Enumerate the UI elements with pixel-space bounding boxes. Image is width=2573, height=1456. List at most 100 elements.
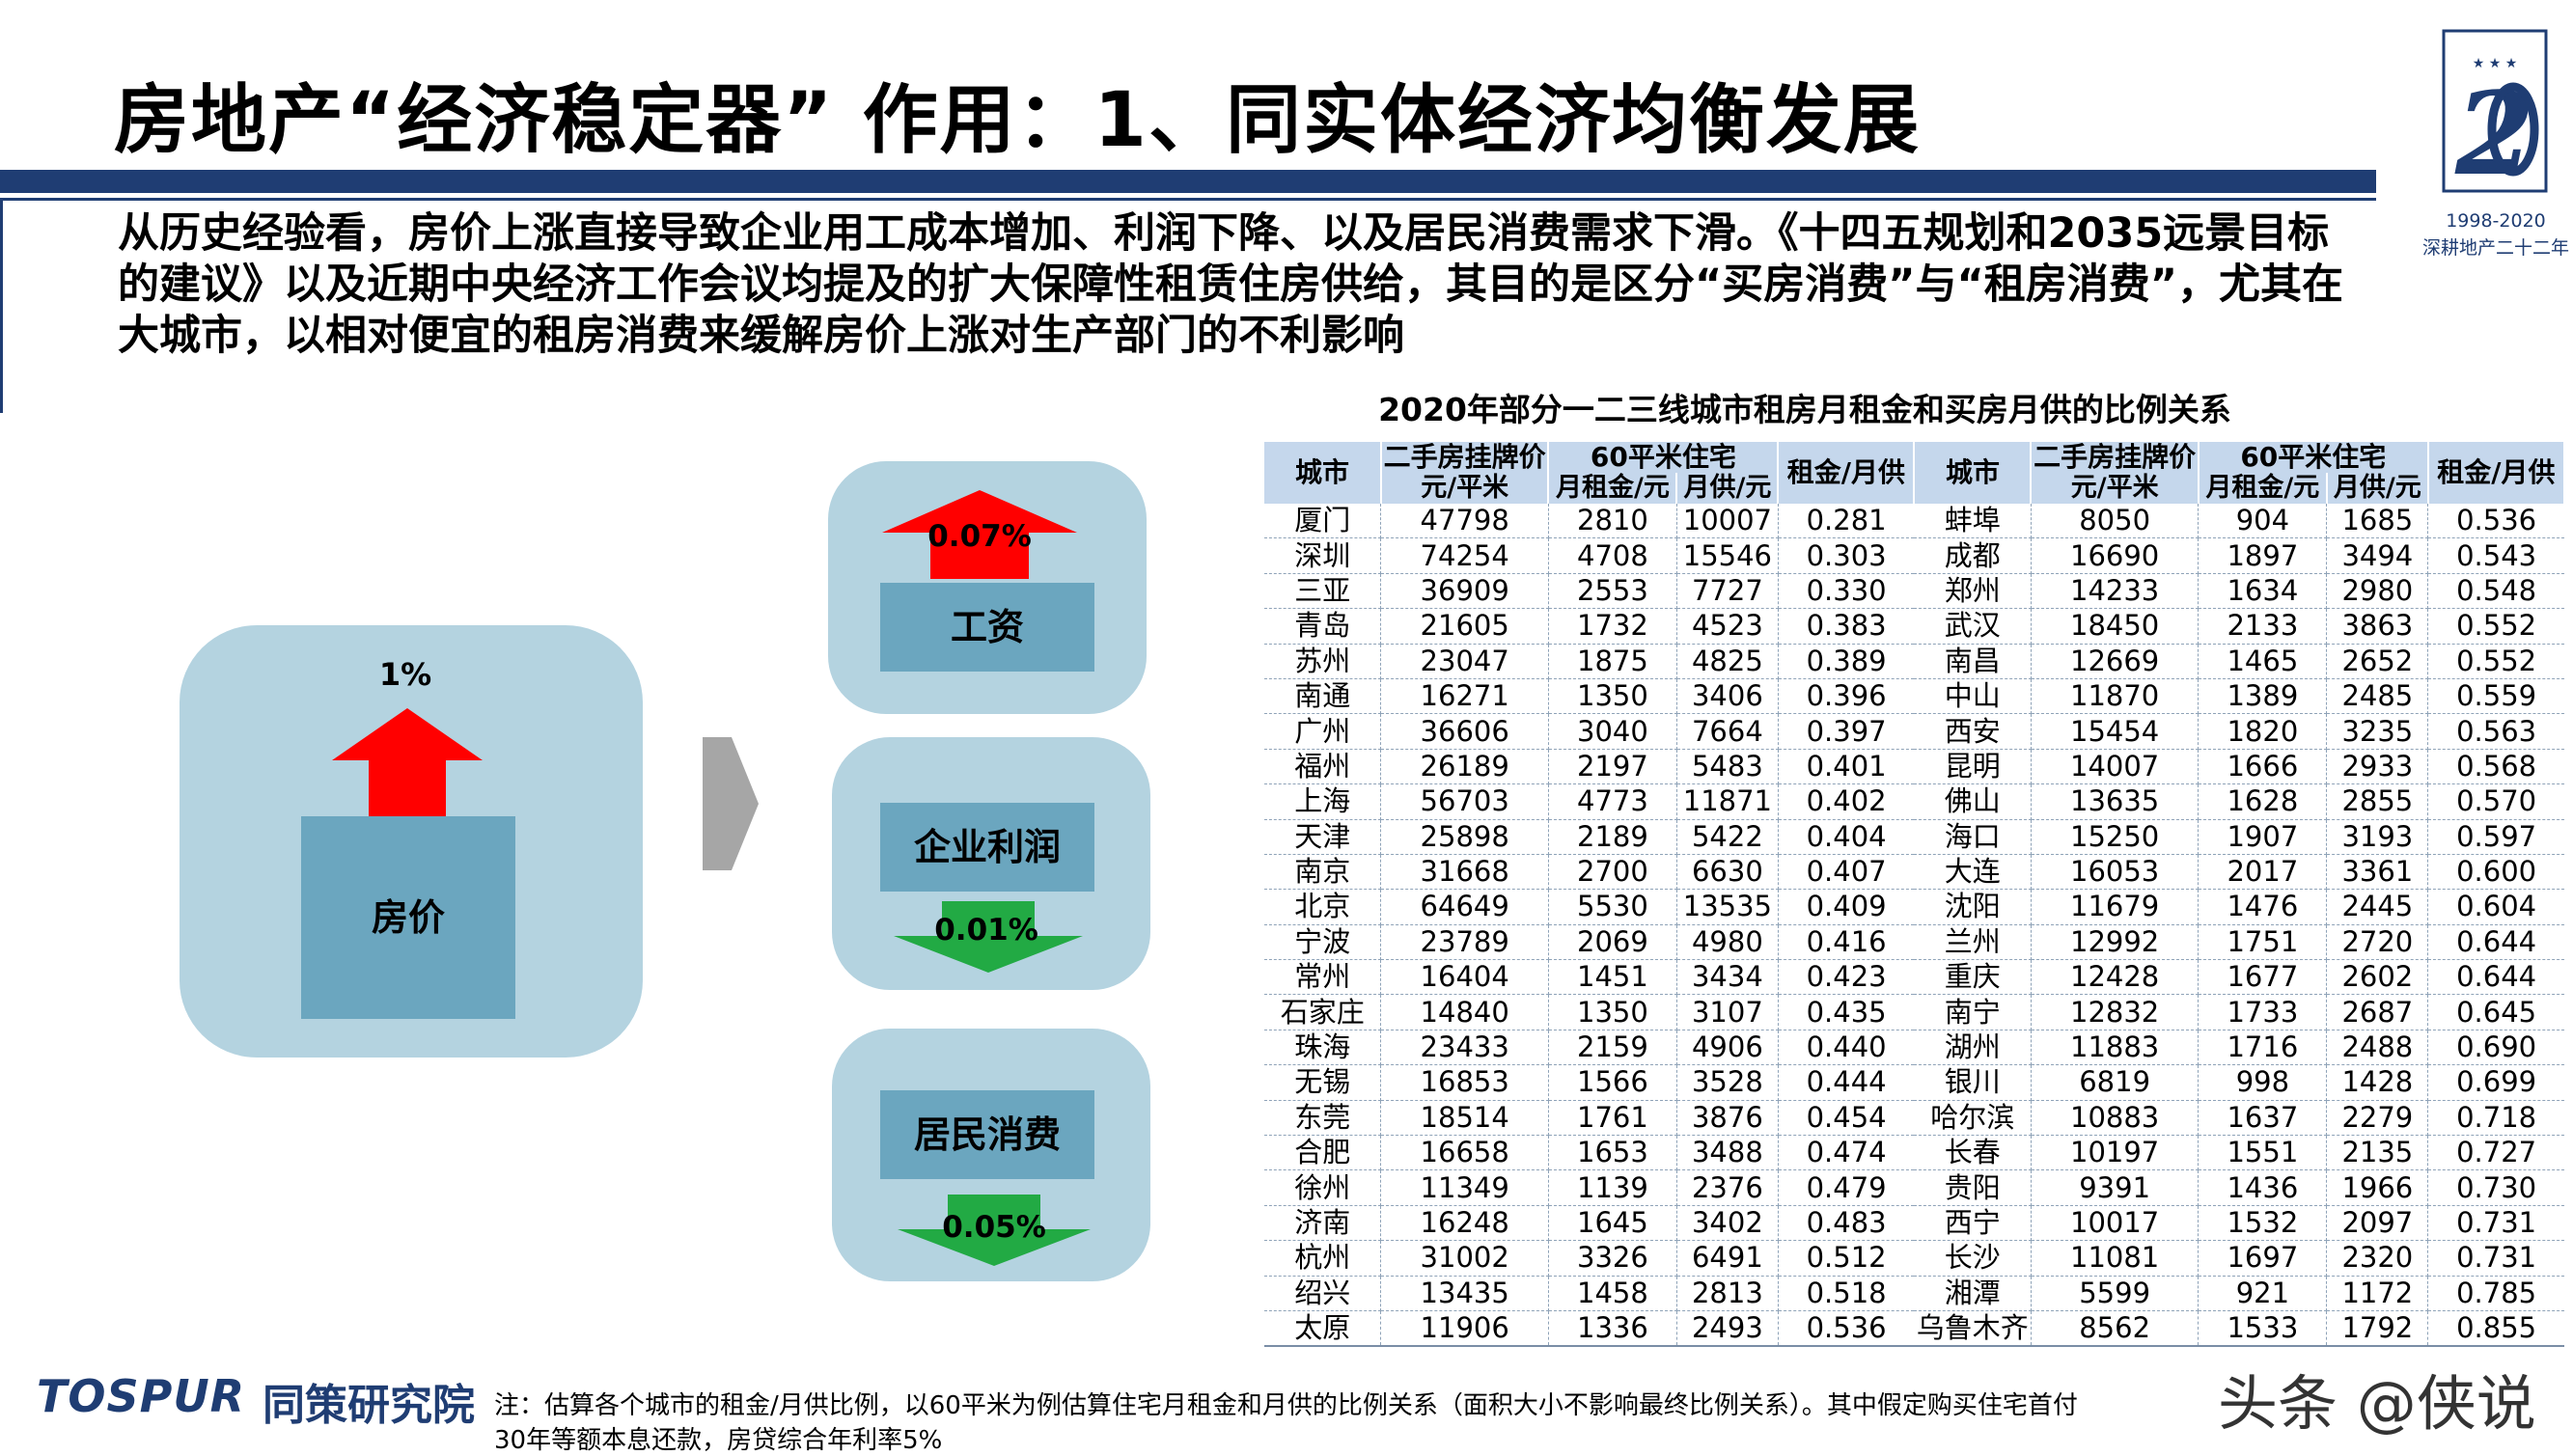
table-cell: 10017 [2031,1205,2200,1242]
table-cell: 5599 [2031,1276,2200,1311]
table-cell: 0.512 [1778,1240,1915,1277]
table-cell: 16690 [2031,537,2200,574]
table-cell: 998 [2198,1064,2328,1101]
profit-pct-label: 0.01% [934,913,1038,948]
table-cell: 长春 [1914,1135,2032,1171]
table-row: 上海 56703 4773 11871 0.402 佛山 13635 1628 2855 0.57… [1264,783,2564,820]
header-price-unit: 元/平米 [2031,473,2200,504]
table-cell: 三亚 [1264,573,1382,610]
up-arrow-icon [332,708,483,818]
table-cell: 1350 [1548,678,1677,715]
table-cell: 23789 [1380,924,1549,961]
table-row: 绍兴 13435 1458 2813 0.518 湘潭 5599 921 1172 0.785 [1264,1276,2564,1311]
table-cell: 0.389 [1778,644,1915,679]
table-cell: 2320 [2326,1240,2429,1277]
table-cell: 11679 [2031,889,2200,925]
table-cell: 天津 [1264,819,1382,855]
table-cell: 南宁 [1914,994,2032,1030]
table-cell: 12832 [2031,994,2200,1030]
table-cell: 3040 [1548,713,1677,750]
logo-name: 深耕地产二十二年 [2421,237,2569,259]
table-row: 福州 26189 2197 5483 0.401 昆明 14007 1666 2933 0.568 [1264,749,2564,785]
header-rent: 月租金/元 [2198,473,2328,504]
table-cell: 0.440 [1778,1030,1915,1066]
table-row: 珠海 23433 2159 4906 0.440 湖州 11883 1716 2488 0.690 [1264,1030,2564,1066]
table-cell: 1532 [2198,1205,2328,1242]
table-cell: 1476 [2198,889,2328,925]
table-cell: 0.731 [2427,1205,2564,1242]
table-cell: 南昌 [1914,644,2032,679]
table-cell: 25898 [1380,819,1549,855]
table-cell: 11870 [2031,678,2200,715]
table-cell: 3488 [1676,1135,1779,1171]
table-cell: 2652 [2326,644,2429,679]
table-cell: 0.402 [1778,783,1915,820]
profit-box: 企业利润 [880,803,1094,892]
table-cell: 0.474 [1778,1135,1915,1171]
table-cell: 13535 [1676,889,1779,925]
table-cell: 青岛 [1264,608,1382,645]
price-box: 房价 [301,816,515,1019]
table-cell: 4825 [1676,644,1779,679]
table-cell: 4773 [1548,783,1677,820]
table-cell: 3326 [1548,1240,1677,1277]
table-cell: 0.597 [2427,819,2564,855]
header-home60: 60平米住宅 [1548,442,1780,473]
table-cell: 2133 [2198,608,2328,645]
table-cell: 0.281 [1778,504,1915,539]
table-cell: 8562 [2031,1310,2200,1348]
chevron-right-icon [703,737,759,870]
table-cell: 64649 [1380,889,1549,925]
table-cell: 0.409 [1778,889,1915,925]
header-mortgage: 月供/元 [2326,473,2429,504]
table-cell: 哈尔滨 [1914,1100,2032,1137]
table-cell: 2279 [2326,1100,2429,1137]
table-row: 深圳 74254 4708 15546 0.303 成都 16690 1897 3494 0.54… [1264,537,2564,574]
table-cell: 太原 [1264,1310,1382,1348]
table-cell: 12669 [2031,644,2200,679]
table-cell: 中山 [1914,678,2032,715]
anniversary-logo-icon: ★ ★ ★ 2 [2442,29,2548,201]
table-cell: 0.568 [2427,749,2564,785]
table-cell: 16271 [1380,678,1549,715]
table-row: 厦门 47798 2810 10007 0.281 蚌埠 8050 904 1685 0.536 [1264,504,2564,539]
table-cell: 4708 [1548,537,1677,574]
table-cell: 4906 [1676,1030,1779,1066]
table-cell: 2017 [2198,854,2328,891]
table-cell: 16404 [1380,959,1549,996]
table-cell: 厦门 [1264,504,1382,539]
table-cell: 1350 [1548,994,1677,1030]
table-cell: 11883 [2031,1030,2200,1066]
table-cell: 西宁 [1914,1205,2032,1242]
table-title: 2020年部分一二三线城市租房月租金和买房月供的比例关系 [1378,391,2231,428]
table-cell: 3876 [1676,1100,1779,1137]
table-cell: 3107 [1676,994,1779,1030]
table-row: 无锡 16853 1566 3528 0.444 银川 6819 998 1428 0.699 [1264,1064,2564,1101]
table-cell: 0.435 [1778,994,1915,1030]
table-cell: 2445 [2326,889,2429,925]
table-cell: 石家庄 [1264,994,1382,1030]
table-cell: 常州 [1264,959,1382,996]
table-cell: 3406 [1676,678,1779,715]
tospur-brand-cn: 同策研究院 [263,1381,475,1430]
table-cell: 47798 [1380,504,1549,539]
table-row: 三亚 36909 2553 7727 0.330 郑州 14233 1634 2980 0.548 [1264,573,2564,610]
table-cell: 1465 [2198,644,2328,679]
table-cell: 18450 [2031,608,2200,645]
table-cell: 3402 [1676,1205,1779,1242]
table-cell: 西安 [1914,713,2032,750]
table-cell: 2189 [1548,819,1677,855]
table-cell: 1733 [2198,994,2328,1030]
table-cell: 3528 [1676,1064,1779,1101]
table-cell: 26189 [1380,749,1549,785]
table-cell: 10007 [1676,504,1779,539]
header-rent: 月租金/元 [1548,473,1678,504]
table-row: 青岛 21605 1732 4523 0.383 武汉 18450 2133 3863 0.552 [1264,608,2564,645]
table-cell: 1677 [2198,959,2328,996]
table-cell: 0.785 [2427,1276,2564,1311]
table-cell: 贵阳 [1914,1169,2032,1206]
table-cell: 2980 [2326,573,2429,610]
table-cell: 南京 [1264,854,1382,891]
table-cell: 11349 [1380,1169,1549,1206]
table-cell: 3361 [2326,854,2429,891]
